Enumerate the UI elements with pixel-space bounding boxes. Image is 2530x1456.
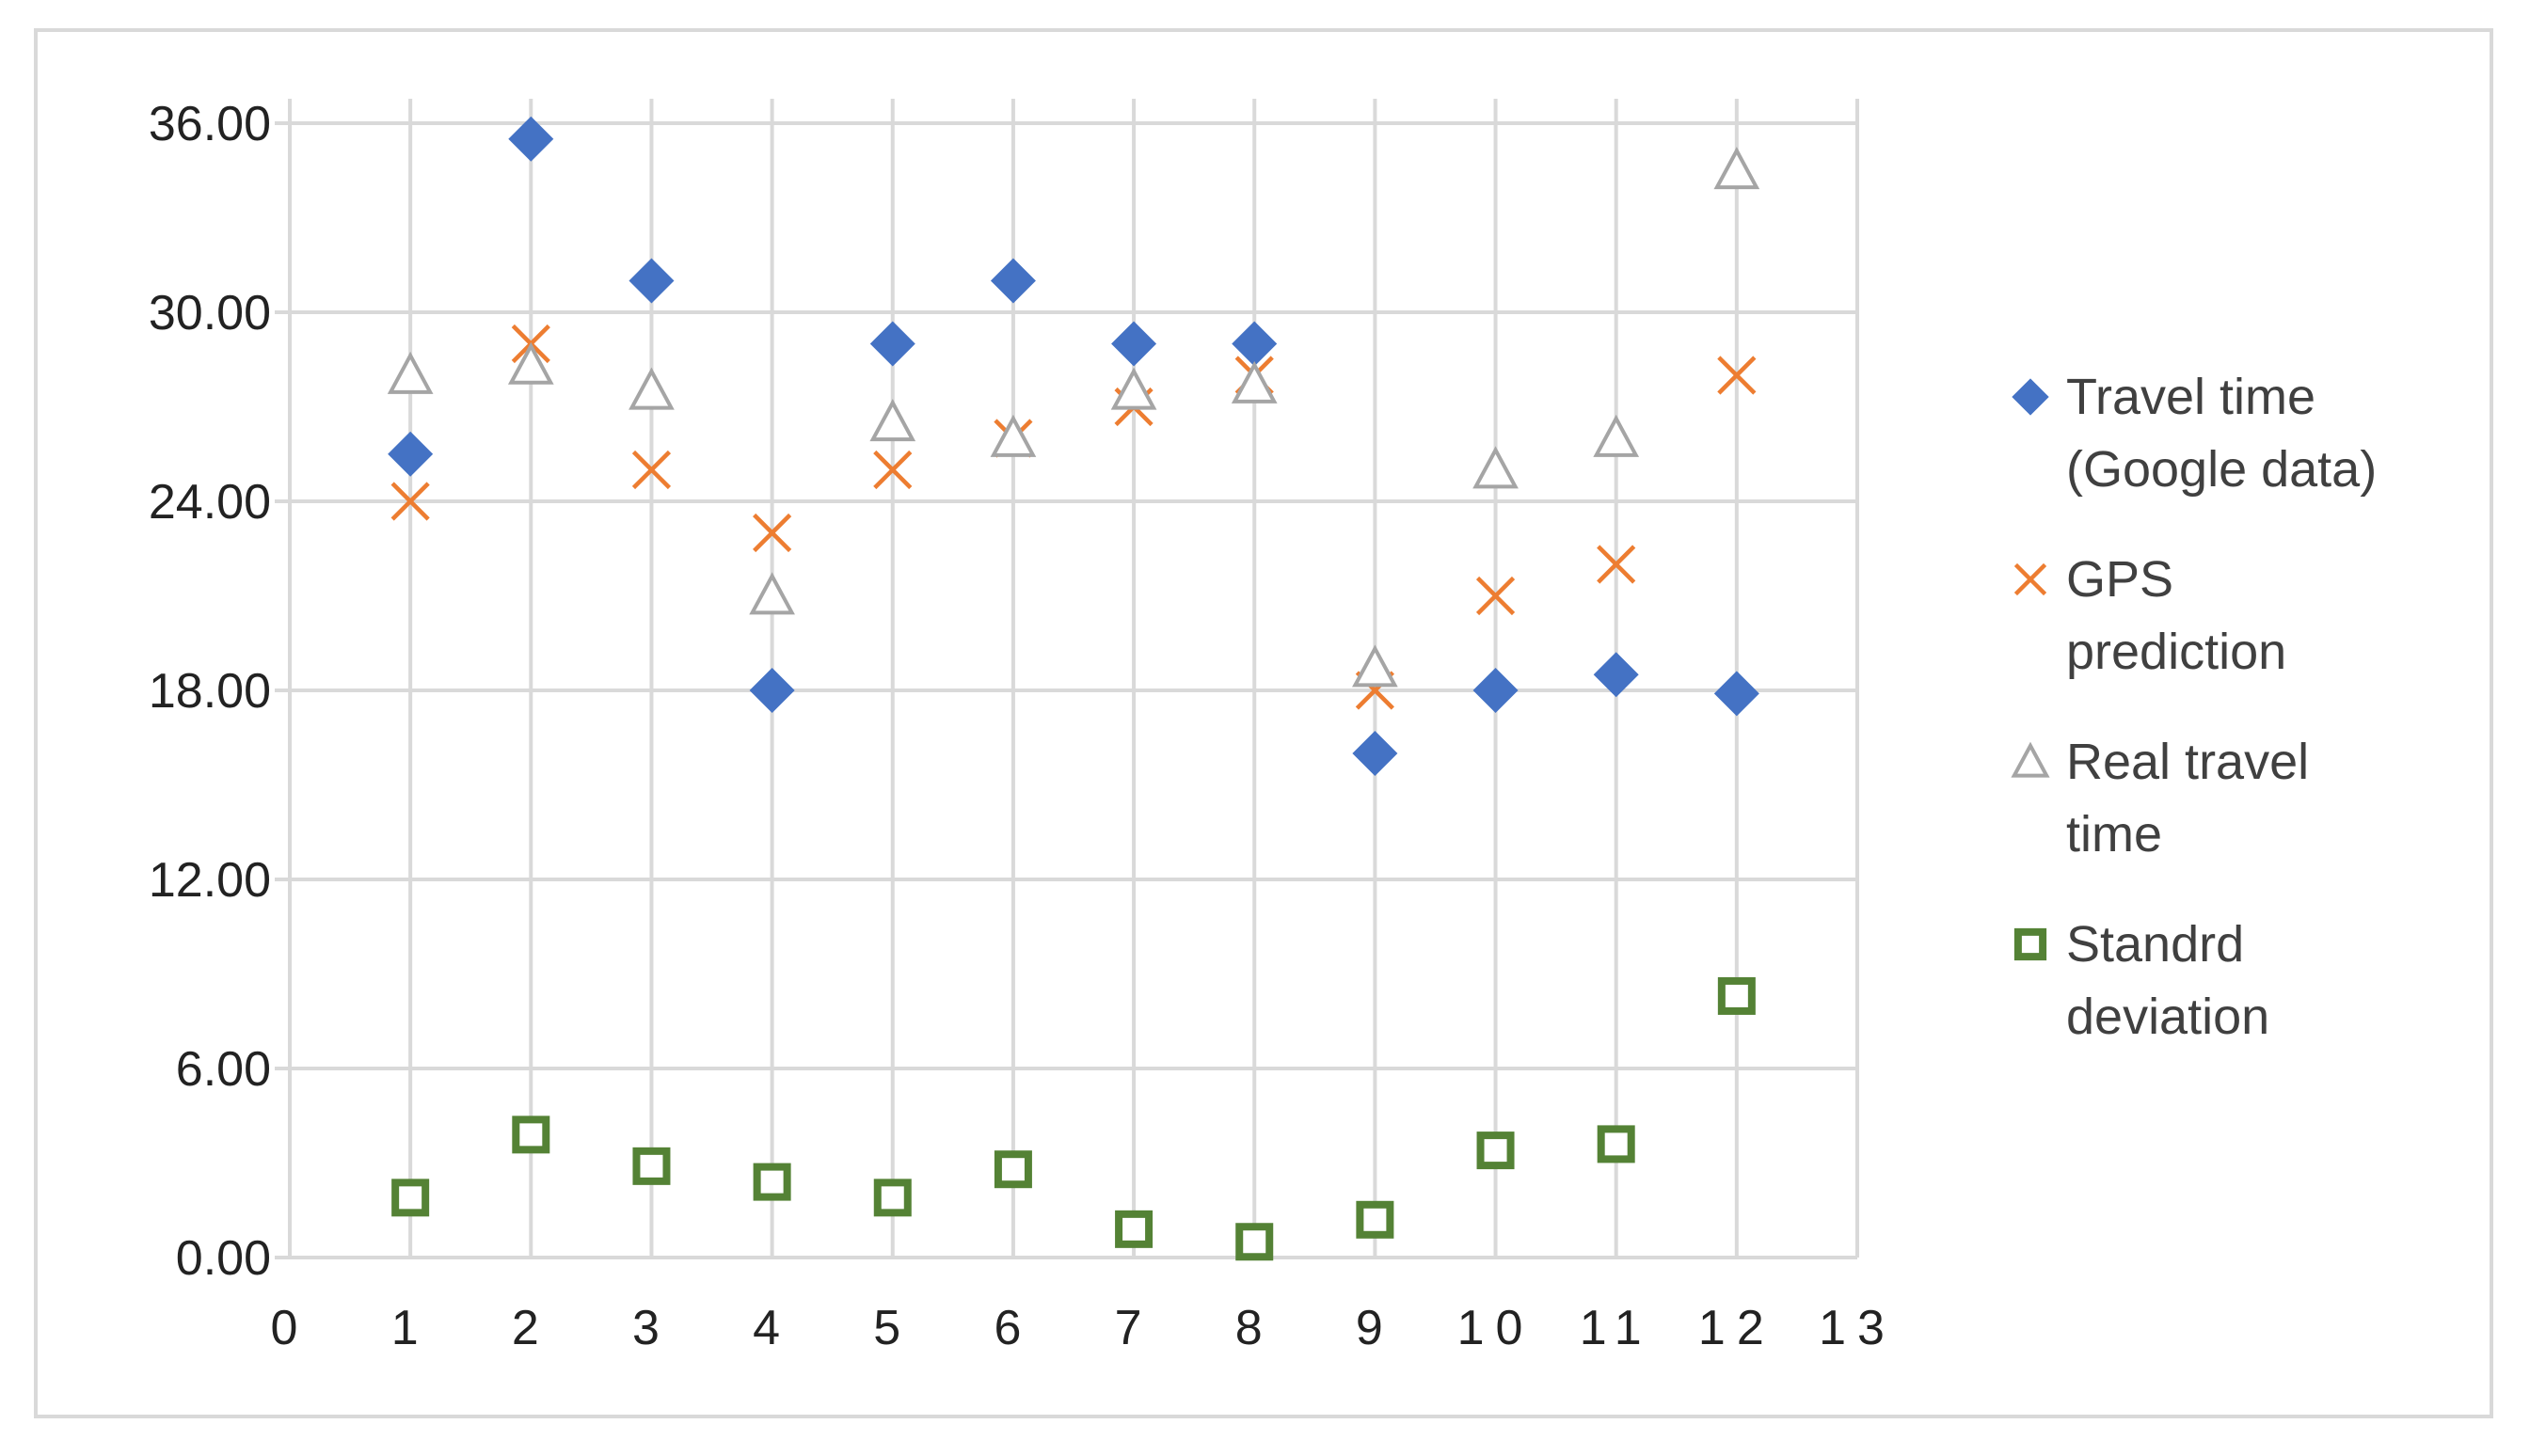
data-point-square [994, 1150, 1032, 1189]
y-tick-label: 30.00 [149, 286, 271, 340]
data-point-diamond [1232, 321, 1278, 367]
data-point-triangle [629, 367, 675, 410]
legend-label: GPS [2066, 551, 2173, 608]
x-tick-label: 9 [1356, 1301, 1394, 1355]
data-point-triangle [749, 572, 795, 615]
x-tick-label: 8 [1235, 1301, 1274, 1355]
y-tick-label: 24.00 [149, 475, 271, 530]
data-point-diamond [629, 258, 675, 304]
legend-marker-square [2013, 927, 2047, 961]
data-point-square [1115, 1210, 1154, 1248]
data-point-triangle [1231, 360, 1278, 404]
data-point-x [1597, 545, 1636, 584]
legend-marker-triangle [2011, 741, 2050, 778]
data-point-x [390, 482, 430, 521]
x-tick-label: 12 [1698, 1301, 1775, 1355]
data-point-diamond [388, 431, 434, 477]
data-point-diamond [1472, 668, 1519, 713]
data-point-diamond [869, 321, 915, 367]
legend-label: prediction [2066, 624, 2286, 680]
data-point-square [753, 1163, 791, 1201]
legend-item: Travel time (Google data) [2012, 369, 2377, 498]
data-point-x-stroke [1475, 576, 1516, 616]
data-point-x-stroke [390, 482, 430, 521]
data-point-x [873, 450, 913, 490]
data-point-x-stroke [1717, 356, 1757, 395]
data-point-x-stroke [631, 450, 672, 490]
data-point-triangle [869, 399, 916, 442]
data-point-x-stroke [873, 450, 913, 490]
data-point-diamond [1111, 321, 1157, 367]
y-tick-label: 36.00 [149, 97, 271, 151]
x-tick-label: 6 [994, 1301, 1032, 1355]
data-point-diamond [990, 258, 1036, 304]
x-tick-label: 3 [632, 1301, 671, 1355]
data-point-diamond [1352, 731, 1398, 776]
series-square [391, 976, 1756, 1261]
axis-layer: 0 1 2 3 4 5 6 7 8 9 10 11 12 130.006.0012.0018.0024.0… [149, 97, 1896, 1355]
y-tick-label: 6.00 [176, 1042, 271, 1097]
y-tick-label: 0.00 [176, 1231, 271, 1286]
x-tick-label: 1 [391, 1301, 430, 1355]
y-tick-label: 12.00 [149, 853, 271, 908]
legend-marker-diamond [2012, 378, 2049, 416]
x-tick-label: 10 [1457, 1301, 1535, 1355]
data-point-square [1597, 1125, 1635, 1163]
legend-marker-x-stroke [2013, 562, 2047, 596]
x-tick-label: 2 [512, 1301, 550, 1355]
data-point-x [1717, 356, 1757, 395]
data-point-diamond [1593, 652, 1639, 698]
data-point-x [753, 513, 792, 553]
chart-frame [34, 28, 2493, 1418]
legend-marker-x [2013, 562, 2047, 596]
legend-label: (Google data) [2066, 441, 2377, 498]
data-point-square [391, 1179, 430, 1217]
data-point-square [1235, 1223, 1274, 1261]
data-point-x [1475, 576, 1516, 616]
marks-layer [387, 116, 1760, 1261]
legend-item: Standrd deviation [2013, 916, 2269, 1045]
data-point-x [631, 450, 672, 490]
data-point-diamond [1713, 671, 1759, 717]
data-point-triangle [1593, 414, 1640, 457]
data-point-triangle [507, 341, 554, 385]
data-point-triangle [1110, 367, 1157, 410]
y-tick-label: 18.00 [149, 664, 271, 719]
series-diamond [388, 116, 1759, 776]
legend-label: Travel time [2066, 369, 2315, 425]
data-point-triangle [1472, 446, 1519, 489]
x-tick-label: 7 [1115, 1301, 1154, 1355]
legend-label: deviation [2066, 989, 2269, 1045]
data-point-square [632, 1147, 671, 1185]
series-triangle [387, 147, 1760, 688]
x-tick-label: 5 [873, 1301, 912, 1355]
legend: Travel time (Google data) GPS prediction Rea… [2011, 369, 2377, 1045]
legend-label: Standrd [2066, 916, 2244, 973]
data-point-square [873, 1179, 912, 1217]
x-tick-label: 11 [1580, 1301, 1653, 1355]
legend-item: Real travel time [2011, 734, 2309, 863]
data-point-square [1356, 1200, 1394, 1239]
data-point-triangle [1713, 147, 1760, 190]
data-point-triangle [1352, 644, 1398, 688]
series-x [390, 324, 1757, 710]
data-point-x-stroke [753, 513, 792, 553]
data-point-x-stroke [1597, 545, 1636, 584]
legend-item: GPS prediction [2013, 551, 2286, 680]
data-point-triangle [990, 414, 1037, 457]
x-tick-label: 0 [271, 1301, 310, 1355]
x-tick-label: 4 [753, 1301, 791, 1355]
data-point-square [512, 1116, 550, 1154]
data-point-square [1717, 976, 1756, 1015]
legend-label: Real travel [2066, 734, 2309, 790]
data-point-diamond [508, 116, 554, 162]
data-point-square [1476, 1132, 1515, 1170]
data-point-triangle [387, 351, 434, 394]
legend-label: time [2066, 806, 2162, 863]
data-point-diamond [749, 668, 795, 713]
x-tick-label: 13 [1819, 1301, 1896, 1355]
